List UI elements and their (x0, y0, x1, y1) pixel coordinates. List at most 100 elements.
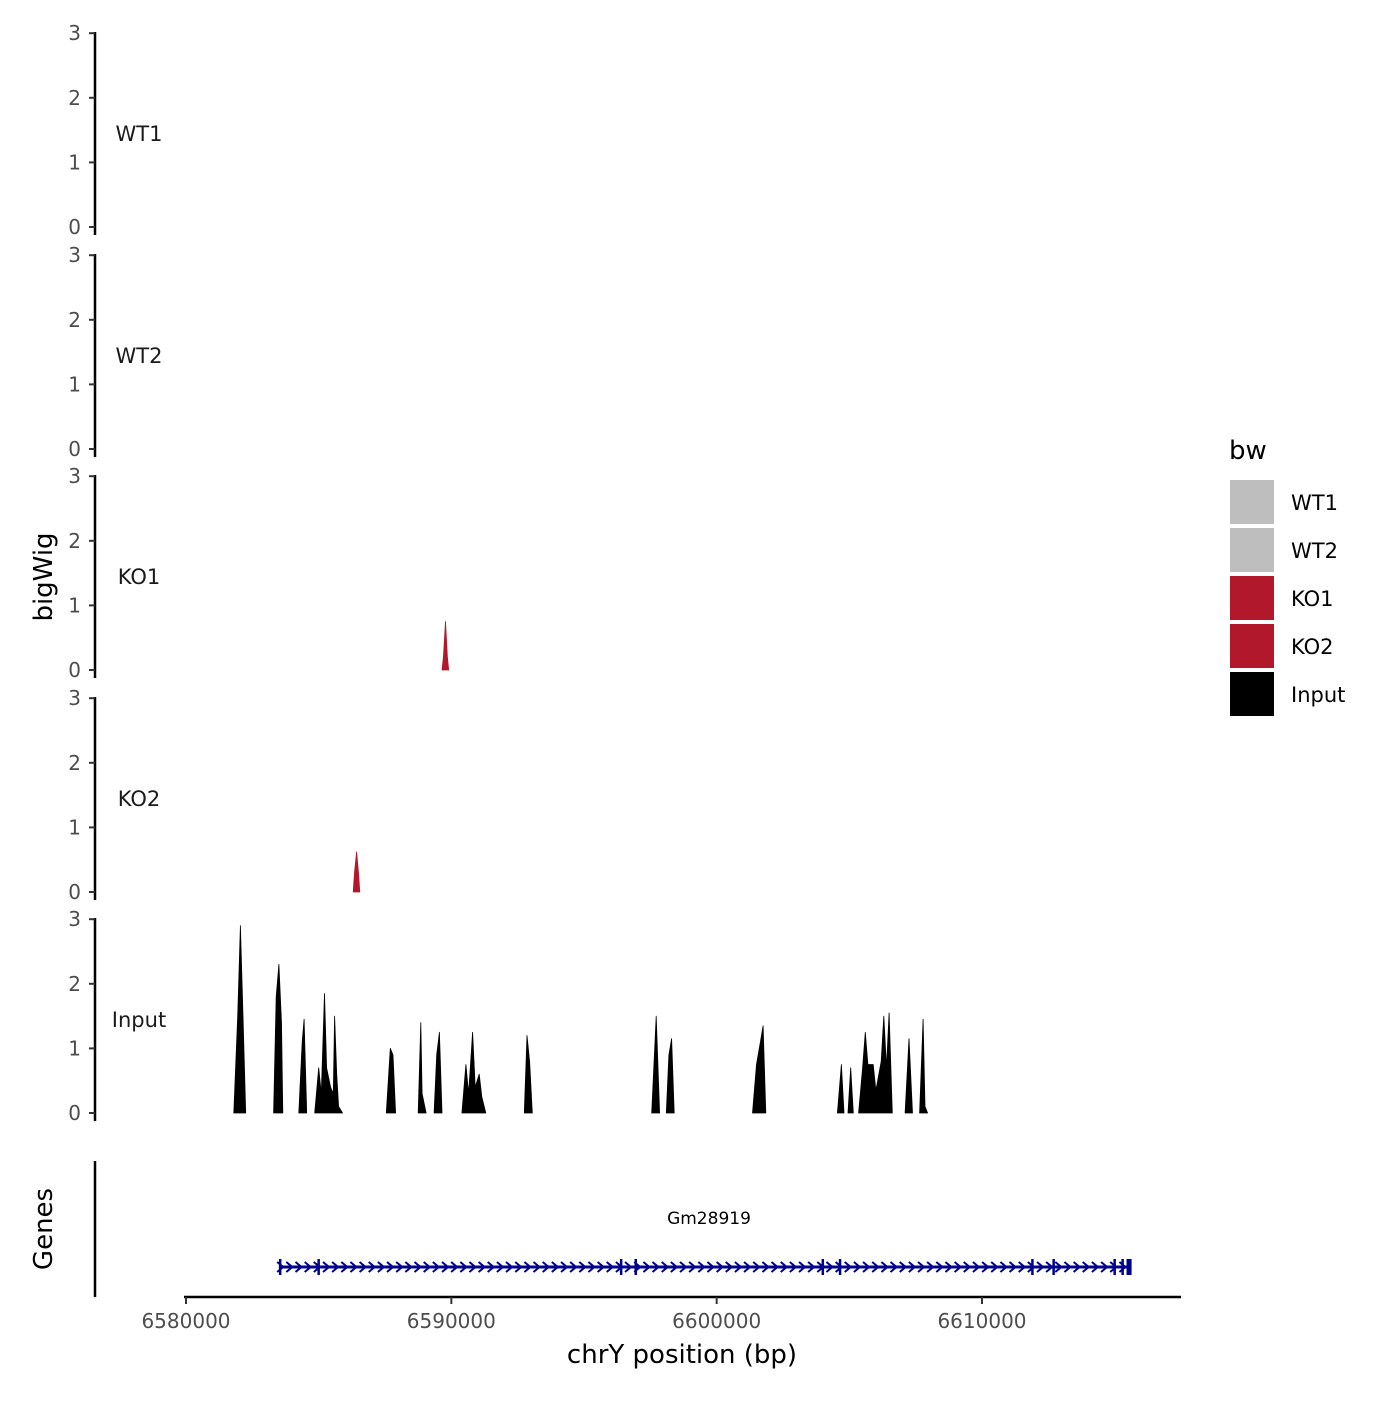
legend-swatch (1230, 528, 1274, 572)
gene-strand-arrow (743, 1261, 752, 1273)
gene-strand-arrow (981, 1261, 990, 1273)
signal-peak (847, 1067, 854, 1114)
gene-strand-arrow (899, 1261, 908, 1273)
gene-strand-arrow (1054, 1261, 1063, 1273)
y-tick-label: 2 (68, 308, 81, 332)
gene-strand-arrow (404, 1261, 413, 1273)
signal-peak (651, 1015, 660, 1114)
genes-axis-title: Genes (29, 1188, 59, 1270)
legend-label: KO2 (1291, 635, 1334, 659)
y-tick-label: 0 (68, 437, 81, 461)
y-tick-label: 2 (68, 972, 81, 996)
gene-strand-arrow (880, 1261, 889, 1273)
signal-peak (441, 621, 450, 671)
legend-title: bw (1229, 436, 1267, 466)
signal-peak (752, 1025, 767, 1114)
x-tick-label: 6610000 (937, 1309, 1026, 1333)
gene-strand-arrow (441, 1261, 450, 1273)
gene-strand-arrow (377, 1261, 386, 1273)
gene-strand-arrow (1008, 1261, 1018, 1273)
legend-swatch (1230, 480, 1274, 524)
gene-strand-arrow (358, 1261, 368, 1273)
gene-label: Gm28919 (667, 1209, 751, 1229)
gene-strand-arrow (395, 1261, 404, 1273)
gene-strand-arrow (798, 1261, 807, 1273)
gene-strand-arrow (1100, 1261, 1109, 1273)
y-tick-label: 0 (68, 1101, 81, 1125)
x-axis-title: chrY position (bp) (567, 1340, 797, 1370)
gene-strand-arrow (844, 1261, 853, 1273)
gene-strand-arrow (807, 1261, 816, 1273)
legend-label: KO1 (1291, 587, 1334, 611)
gene-strand-arrow (1036, 1261, 1045, 1273)
y-tick-label: 0 (68, 880, 81, 904)
gene-strand-arrow (578, 1261, 587, 1273)
gene-strand-arrow (1063, 1261, 1072, 1273)
gene-strand-arrow (862, 1261, 871, 1273)
gene-strand-arrow (368, 1261, 377, 1273)
y-tick-label: 2 (68, 86, 81, 110)
legend-swatch (1230, 624, 1274, 668)
signal-peak (352, 851, 361, 893)
gene-strand-arrow (926, 1261, 935, 1273)
signal-peak (385, 1048, 396, 1114)
gene-strand-arrow (889, 1261, 899, 1273)
gene-strand-arrow (715, 1261, 725, 1273)
gene-strand-arrow (770, 1261, 780, 1273)
y-axis-title: bigWig (29, 532, 59, 621)
gene-strand-arrow (670, 1261, 679, 1273)
gene-strand-arrow (697, 1261, 706, 1273)
gene-strand-arrow (834, 1261, 844, 1273)
track-label: WT1 (116, 122, 163, 146)
signal-peak (665, 1038, 675, 1114)
gene-strand-arrow (542, 1261, 551, 1273)
gene-strand-arrow (642, 1261, 651, 1273)
gene-strand-arrow (459, 1261, 468, 1273)
signal-peak (273, 964, 284, 1114)
gene-strand-arrow (917, 1261, 926, 1273)
gene-strand-arrow (505, 1261, 514, 1273)
y-tick-label: 1 (68, 593, 81, 617)
gene-strand-arrow (1091, 1261, 1100, 1273)
legend-label: Input (1291, 683, 1345, 707)
gene-strand-arrow (331, 1261, 340, 1273)
gene-strand-arrow (1072, 1261, 1082, 1273)
gene-strand-arrow (908, 1261, 917, 1273)
gene-strand-arrow (725, 1261, 734, 1273)
signal-peak (314, 993, 343, 1114)
gene-strand-arrow (679, 1261, 688, 1273)
y-tick-label: 1 (68, 372, 81, 396)
signal-peak (523, 1035, 533, 1114)
y-tick-label: 1 (68, 150, 81, 174)
gene-strand-arrow (551, 1261, 560, 1273)
gene-strand-arrow (853, 1261, 862, 1273)
gene-strand-arrow (661, 1261, 670, 1273)
gene-strand-arrow (477, 1261, 487, 1273)
x-tick-label: 6580000 (141, 1309, 230, 1333)
gene-strand-arrow (1109, 1261, 1118, 1273)
gene-strand-arrow (413, 1261, 423, 1273)
y-tick-label: 1 (68, 1036, 81, 1060)
gene-strand-arrow (999, 1261, 1008, 1273)
legend-label: WT1 (1291, 491, 1338, 515)
gene-strand-arrow (990, 1261, 999, 1273)
gene-strand-arrow (349, 1261, 358, 1273)
gene-strand-arrow (734, 1261, 743, 1273)
signal-peak (417, 1022, 427, 1114)
gene-strand-arrow (1045, 1261, 1054, 1273)
signal-peak (904, 1038, 913, 1114)
y-tick-label: 3 (68, 243, 81, 267)
gene-strand-arrow (496, 1261, 505, 1273)
legend-swatch (1230, 576, 1274, 620)
y-tick-label: 3 (68, 686, 81, 710)
gene-strand-arrow (780, 1261, 789, 1273)
gene-strand-arrow (487, 1261, 496, 1273)
y-tick-label: 2 (68, 529, 81, 553)
gene-strand-arrow (1082, 1261, 1091, 1273)
gene-strand-arrow (432, 1261, 441, 1273)
gene-strand-arrow (532, 1261, 542, 1273)
gene-strand-arrow (450, 1261, 459, 1273)
gene-strand-arrow (523, 1261, 532, 1273)
track-label: WT2 (116, 344, 163, 368)
